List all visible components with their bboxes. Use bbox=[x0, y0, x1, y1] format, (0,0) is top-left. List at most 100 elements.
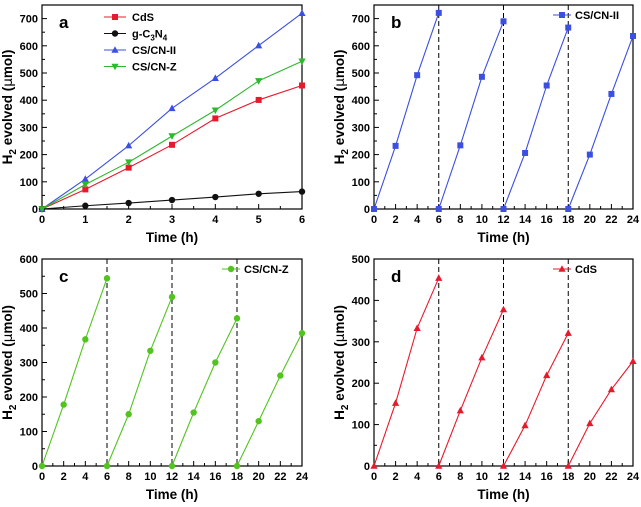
legend-marker bbox=[227, 265, 235, 273]
data-point bbox=[125, 159, 133, 167]
legend-label-sub: 4 bbox=[163, 34, 168, 43]
x-tick-label: 2 bbox=[393, 214, 399, 226]
x-tick-label: 6 bbox=[104, 471, 110, 483]
y-tick-label: 500 bbox=[352, 254, 370, 266]
x-tick-label: 22 bbox=[605, 471, 617, 483]
data-point bbox=[500, 206, 507, 212]
x-tick-label: 16 bbox=[541, 471, 553, 483]
x-tick-label: 4 bbox=[212, 214, 219, 226]
series-cs-cn-z bbox=[38, 58, 306, 213]
data-point bbox=[168, 196, 176, 204]
y-axis-title: H2 evolved (μmol) bbox=[0, 50, 19, 165]
y-tick-label: 300 bbox=[352, 122, 370, 134]
data-point bbox=[499, 462, 508, 469]
panel-c: 0 2 4 6 8 10 12 14 16 18 20 22 240100200300400500600… bbox=[0, 254, 309, 502]
x-tick-label: 22 bbox=[274, 471, 286, 483]
y-tick-label: 0 bbox=[32, 461, 38, 473]
x-tick-label: 6 bbox=[436, 214, 442, 226]
series-cs-cn-ii bbox=[371, 9, 636, 212]
data-point bbox=[543, 371, 551, 379]
data-point bbox=[277, 372, 284, 379]
data-point bbox=[500, 18, 507, 25]
series-line bbox=[373, 12, 440, 210]
data-point bbox=[211, 107, 219, 115]
x-tick-label: 10 bbox=[476, 214, 488, 226]
legend-label: CS/CN-Z bbox=[132, 62, 177, 74]
x-tick-label: 12 bbox=[497, 214, 509, 226]
y-title-unit: mol) bbox=[0, 50, 15, 79]
x-tick-label: 12 bbox=[166, 471, 178, 483]
y-title-main: H bbox=[332, 155, 347, 165]
y-tick-label: 0 bbox=[364, 461, 370, 473]
y-title-main: H bbox=[0, 410, 15, 420]
x-tick-label: 10 bbox=[144, 471, 156, 483]
legend-marker bbox=[111, 30, 119, 37]
x-tick-label: 8 bbox=[457, 214, 463, 226]
data-point bbox=[435, 206, 442, 212]
legend-label: CS/CN-II bbox=[132, 45, 176, 57]
data-point bbox=[414, 72, 421, 79]
data-point bbox=[125, 164, 132, 171]
data-point bbox=[564, 462, 572, 469]
y-tick-label: 500 bbox=[20, 68, 38, 80]
series-cs-cn-ii bbox=[38, 9, 306, 212]
data-point bbox=[255, 96, 262, 103]
data-point bbox=[391, 399, 400, 406]
x-tick-label: 20 bbox=[584, 214, 596, 226]
data-point bbox=[255, 41, 263, 49]
y-axis-title: H2 evolved (μmol) bbox=[0, 305, 19, 420]
plot-frame bbox=[373, 4, 634, 210]
data-point bbox=[255, 78, 263, 85]
y-tick-label: 600 bbox=[20, 41, 38, 53]
y-axis-title: H2 evolved (μmol) bbox=[332, 305, 351, 420]
x-tick-label: 0 bbox=[371, 471, 377, 483]
data-point bbox=[81, 181, 89, 189]
x-tick-label: 2 bbox=[61, 471, 67, 483]
x-tick-label: 4 bbox=[414, 214, 421, 226]
x-tick-label: 18 bbox=[231, 471, 243, 483]
data-point bbox=[147, 347, 154, 354]
legend: CdS g-C3N4 CS/CN-II CS/CN-Z bbox=[104, 12, 177, 74]
y-tick-label: 100 bbox=[20, 427, 38, 439]
x-tick-label: 24 bbox=[627, 214, 640, 226]
data-point bbox=[38, 206, 46, 213]
y-title-main: H bbox=[332, 410, 347, 420]
y-title-mu: μ bbox=[0, 333, 16, 342]
y-title-rest: evolved ( bbox=[332, 86, 347, 149]
y-tick-label: 300 bbox=[20, 358, 38, 370]
data-point bbox=[298, 329, 306, 337]
y-title-mu: μ bbox=[332, 78, 348, 87]
x-tick-label: 4 bbox=[414, 471, 421, 483]
legend-label: CS/CN-Z bbox=[244, 264, 289, 276]
x-tick-label: 16 bbox=[209, 471, 221, 483]
data-point bbox=[125, 411, 132, 418]
y-title-rest: evolved ( bbox=[0, 342, 15, 405]
y-tick-label: 700 bbox=[352, 14, 370, 26]
legend-marker bbox=[559, 12, 565, 18]
legend-marker bbox=[111, 63, 119, 71]
data-point bbox=[212, 359, 219, 366]
x-tick-label: 8 bbox=[457, 471, 463, 483]
data-point bbox=[38, 462, 46, 470]
data-point bbox=[478, 73, 485, 80]
y-tick-label: 200 bbox=[20, 392, 38, 404]
y-title-unit: mol) bbox=[332, 50, 347, 79]
x-tick-label: 22 bbox=[605, 214, 617, 226]
data-point bbox=[82, 202, 89, 209]
x-tick-label: 8 bbox=[126, 471, 132, 483]
legend: CS/CN-II bbox=[553, 10, 619, 22]
y-title-mu: μ bbox=[0, 78, 16, 87]
data-point bbox=[586, 419, 594, 427]
data-point bbox=[435, 274, 443, 281]
legend-label: CdS bbox=[575, 264, 597, 276]
y-tick-label: 500 bbox=[352, 68, 370, 80]
data-point bbox=[499, 305, 508, 313]
x-tick-label: 0 bbox=[39, 471, 45, 483]
data-point bbox=[564, 329, 572, 336]
panel-letter: b bbox=[391, 13, 401, 32]
data-point bbox=[413, 324, 421, 331]
data-point bbox=[60, 401, 67, 408]
x-tick-label: 14 bbox=[519, 214, 532, 226]
